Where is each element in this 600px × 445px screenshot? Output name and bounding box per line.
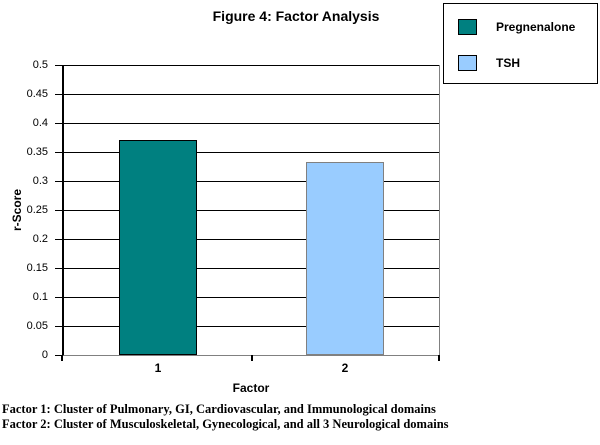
x-tick-mark (61, 355, 63, 361)
legend-label: Pregnenalone (496, 20, 576, 34)
gridline (64, 123, 439, 124)
bar-tsh (306, 162, 384, 355)
y-tick-mark (55, 297, 62, 298)
y-tick-mark (55, 326, 62, 327)
footnote-line: Factor 2: Cluster of Musculoskeletal, Gy… (2, 417, 449, 431)
y-tick-label: 0.05 (26, 320, 48, 332)
y-tick-label: 0.3 (32, 175, 48, 187)
legend-item-pregnenalone: Pregnenalone (458, 19, 597, 35)
y-tick-label: 0.35 (26, 146, 48, 158)
y-tick-mark (55, 94, 62, 95)
chart-footnotes: Factor 1: Cluster of Pulmonary, GI, Card… (2, 402, 449, 432)
y-tick-label: 0.2 (32, 233, 48, 245)
y-tick-mark (55, 355, 62, 356)
y-tick-mark (55, 65, 62, 66)
plot-area (62, 65, 440, 356)
y-tick-mark (55, 123, 62, 124)
gridline (64, 210, 439, 211)
legend-swatch-pregnenalone (458, 19, 477, 35)
x-tick-mark (251, 355, 253, 361)
legend-label: TSH (496, 56, 520, 70)
gridline (64, 65, 439, 66)
x-tick-mark (438, 355, 440, 361)
y-tick-label: 0 (41, 349, 48, 361)
gridline (64, 297, 439, 298)
y-tick-mark (55, 210, 62, 211)
legend-swatch-tsh (458, 55, 477, 71)
y-tick-label: 0.5 (32, 59, 48, 71)
y-tick-label: 0.4 (32, 117, 48, 129)
x-category-label: 2 (341, 361, 349, 375)
gridline (64, 239, 439, 240)
y-tick-label: 0.25 (26, 204, 48, 216)
chart-title: Figure 4: Factor Analysis (212, 8, 380, 24)
y-tick-mark (55, 181, 62, 182)
gridline (64, 268, 439, 269)
y-tick-mark (55, 268, 62, 269)
legend: Pregnenalone TSH (443, 3, 598, 84)
gridline (64, 94, 439, 95)
gridline (64, 152, 439, 153)
x-category-label: 1 (154, 361, 162, 375)
gridline (64, 326, 439, 327)
y-tick-mark (55, 239, 62, 240)
y-tick-mark (55, 152, 62, 153)
gridline (64, 181, 439, 182)
bar-pregnenalone (119, 140, 197, 355)
y-tick-label: 0.15 (26, 262, 48, 274)
footnote-line: Factor 1: Cluster of Pulmonary, GI, Card… (2, 402, 436, 416)
x-axis-title: Factor (232, 381, 270, 395)
y-tick-label: 0.45 (26, 88, 48, 100)
y-tick-label: 0.1 (32, 291, 48, 303)
legend-item-tsh: TSH (458, 55, 597, 71)
